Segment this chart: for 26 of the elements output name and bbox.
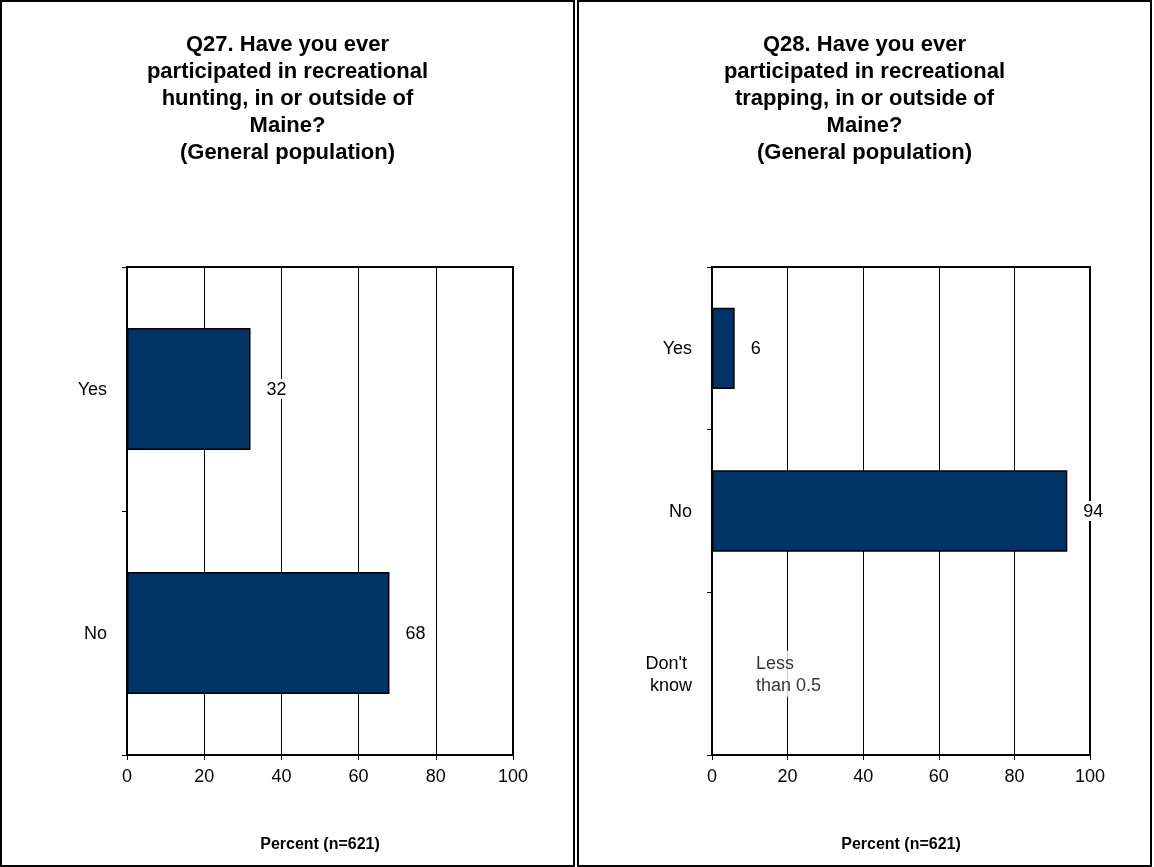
x-axis-title: Percent (n=621): [841, 834, 961, 852]
x-tick-label: 20: [777, 766, 798, 786]
x-tick-label: 0: [706, 766, 718, 786]
x-axis-title: Percent (n=621): [260, 834, 380, 852]
chart-title: Q27. Have you ever participated in recreational hunting, in or outside of Maine? (General population): [145, 30, 430, 165]
x-tick-label: 80: [425, 766, 446, 786]
y-tick-label: Don't know: [645, 652, 693, 695]
y-tick-label: No: [668, 501, 692, 521]
chart-title: Q28. Have you ever participated in recreational trapping, in or outside of Maine? (General population): [722, 30, 1007, 165]
x-tick-label: 60: [928, 766, 949, 786]
x-tick-label: 40: [853, 766, 874, 786]
data-label: 68: [405, 623, 426, 643]
x-tick-label: 20: [194, 766, 215, 786]
x-tick-label: 80: [1004, 766, 1025, 786]
y-tick-label: Yes: [662, 338, 692, 359]
x-tick-label: 60: [348, 766, 369, 786]
data-label: 94: [1083, 501, 1104, 521]
y-tick-label: Yes: [77, 379, 107, 399]
x-tick-label: 0: [121, 766, 133, 786]
x-tick-label: 100: [1074, 766, 1106, 786]
x-tick-label: 100: [497, 766, 529, 786]
y-tick-label: No: [83, 623, 107, 643]
annotation: Less than 0.5: [756, 652, 822, 695]
x-tick-label: 40: [271, 766, 292, 786]
data-label: 6: [750, 338, 761, 359]
data-label: 32: [266, 379, 287, 399]
